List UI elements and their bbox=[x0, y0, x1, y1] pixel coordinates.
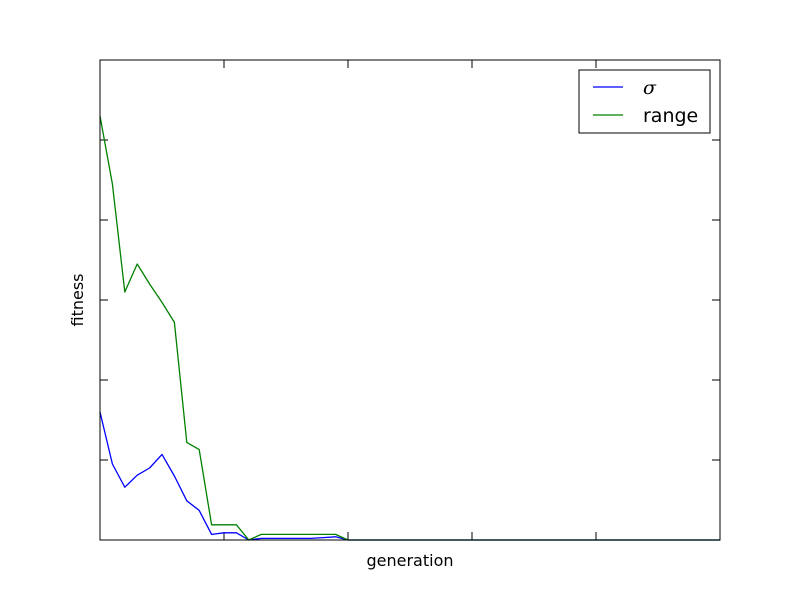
plot-frame bbox=[99, 59, 721, 541]
axis-ticks bbox=[100, 60, 720, 540]
legend-frame bbox=[578, 69, 711, 134]
legend-label-sigma: σ bbox=[643, 77, 657, 99]
plot-area bbox=[100, 60, 720, 540]
y-axis-label: fitness bbox=[68, 273, 87, 326]
legend: σ range bbox=[578, 69, 711, 134]
legend-label-range: range bbox=[643, 105, 698, 127]
x-axis-label: generation bbox=[366, 551, 453, 570]
